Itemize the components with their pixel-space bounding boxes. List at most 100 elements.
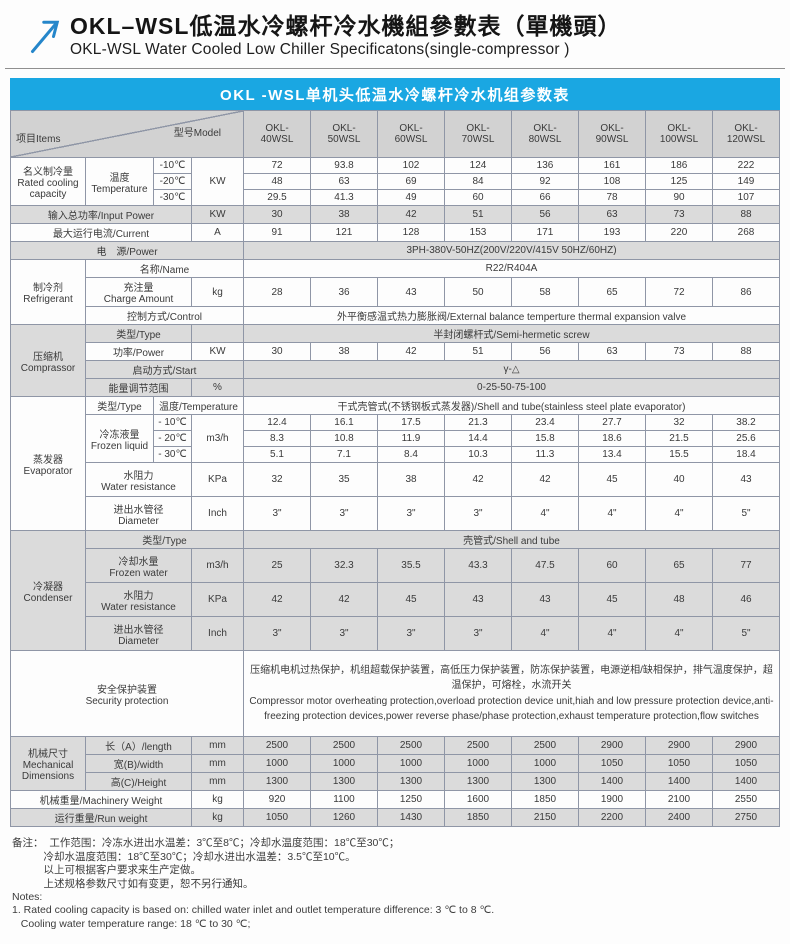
section-label-refrigerant: 制冷剂 Refrigerant bbox=[10, 259, 86, 326]
diagonal-line bbox=[11, 111, 243, 157]
row-charge-amount: 充注量 Charge Amount kg 28 36 43 50 58 65 72 86 bbox=[11, 277, 780, 308]
spec-value-cell: 49 bbox=[377, 189, 445, 207]
label-evaporator-type: 类型/Type bbox=[85, 396, 154, 416]
spec-value-cell: 11.9 bbox=[377, 430, 445, 448]
spec-table-wrapper: OKL -WSL单机头低温水冷螺杆冷水机组参数表 项目Items 型号Model… bbox=[10, 78, 780, 828]
spec-value-cell: 42 bbox=[243, 582, 311, 618]
spec-value-cell: 42 bbox=[377, 205, 445, 225]
label-temperature: 温度 Temperature bbox=[85, 157, 154, 207]
spec-value-cell: 47.5 bbox=[511, 548, 579, 584]
spec-value-cell: 3" bbox=[243, 496, 311, 532]
spec-value-cell: 13.4 bbox=[578, 446, 646, 464]
row-energy-range: 能量调节范围 % 0-25-50-75-100 bbox=[11, 378, 780, 398]
unit-a: A bbox=[191, 223, 244, 243]
label-cond-water-resistance: 水阻力 Water resistance bbox=[85, 582, 192, 618]
row-condenser-type: 冷凝器 Condenser 类型/Type 壳管式/Shell and tube bbox=[10, 530, 780, 652]
spec-value-cell: 220 bbox=[645, 223, 713, 243]
spec-value-cell: 193 bbox=[578, 223, 646, 243]
model-column-header: OKL- 100WSL bbox=[645, 110, 713, 159]
spec-value-cell: 8.3 bbox=[243, 430, 311, 448]
section-label-condenser: 冷凝器 Condenser bbox=[10, 530, 86, 652]
spec-value-cell: 5" bbox=[712, 616, 780, 652]
sublabel-neg30: -30℃ bbox=[153, 189, 192, 207]
row-frozen-liquid-neg30: - 30℃ 5.1 7.1 8.4 10.3 11.3 13.4 15.5 18.4 bbox=[11, 446, 780, 464]
spec-value-cell: 46 bbox=[712, 582, 780, 618]
spec-value-cell: 3" bbox=[377, 616, 445, 652]
spec-value-cell: 78 bbox=[578, 189, 646, 207]
spec-value-cell: 38 bbox=[377, 462, 445, 498]
value-refrigerant-name: R22/R404A bbox=[243, 259, 780, 279]
spec-value-cell: 14.4 bbox=[444, 430, 512, 448]
model-column-header: OKL- 40WSL bbox=[243, 110, 311, 159]
row-height: 高(C)/Height mm 1300 1300 1300 1300 1300 1400 1… bbox=[11, 772, 780, 792]
spec-value-cell: 42 bbox=[511, 462, 579, 498]
spec-value-cell: 4" bbox=[511, 616, 579, 652]
spec-value-cell: 3" bbox=[444, 616, 512, 652]
spec-value-cell: 1050 bbox=[243, 808, 311, 828]
spec-value-cell: 30 bbox=[243, 342, 311, 362]
unit-kpa: KPa bbox=[191, 582, 244, 618]
spec-value-cell: 30 bbox=[243, 205, 311, 225]
spec-value-cell: 72 bbox=[645, 277, 713, 308]
value-compressor-type: 半封闭螺杆式/Semi-hermetic screw bbox=[243, 324, 780, 344]
spec-value-cell: 1050 bbox=[712, 754, 780, 774]
spec-value-cell: 15.5 bbox=[645, 446, 713, 464]
spec-value-cell: 2900 bbox=[578, 736, 646, 756]
spec-value-cell: 222 bbox=[712, 157, 780, 175]
row-evaporator-type: 蒸发器 Evaporator 类型/Type 温度/Temperature 干式… bbox=[10, 396, 780, 532]
row-current: 最大运行电流/Current A 91 121 128 153 171 193 220 268 bbox=[10, 223, 780, 243]
spec-value-cell: 18.6 bbox=[578, 430, 646, 448]
spec-value-cell: 88 bbox=[712, 342, 780, 362]
spec-value-cell: 1900 bbox=[578, 790, 646, 810]
spec-value-cell: 1000 bbox=[444, 754, 512, 774]
spec-value-cell: 77 bbox=[712, 548, 780, 584]
label-condenser-type: 类型/Type bbox=[85, 530, 244, 550]
spec-value-cell: 124 bbox=[444, 157, 512, 175]
label-width: 宽(B)/width bbox=[85, 754, 192, 774]
spec-value-cell: 149 bbox=[712, 173, 780, 191]
value-energy-range: 0-25-50-75-100 bbox=[243, 378, 780, 398]
row-cond-diameter: 进出水管径 Diameter Inch 3" 3" 3" 3" 4" 4" 4" 5" bbox=[11, 616, 780, 652]
row-start-mode: 启动方式/Start γ-△ bbox=[11, 360, 780, 380]
spec-value-cell: 12.4 bbox=[243, 414, 311, 432]
spec-value-cell: 2900 bbox=[645, 736, 713, 756]
spec-value-cell: 4" bbox=[578, 496, 646, 532]
sublabel-neg20: - 20℃ bbox=[153, 430, 192, 448]
spec-value-cell: 41.3 bbox=[310, 189, 378, 207]
spec-value-cell: 32 bbox=[645, 414, 713, 432]
spec-value-cell: 5.1 bbox=[243, 446, 311, 464]
row-machinery-weight: 机械重量/Machinery Weight kg 920 1100 1250 1600… bbox=[10, 790, 780, 810]
row-cond-frozen-water: 冷却水量 Frozen water m3/h 25 32.3 35.5 43.3 47.… bbox=[11, 548, 780, 584]
spec-value-cell: 16.1 bbox=[310, 414, 378, 432]
row-run-weight: 运行重量/Run weight kg 1050 1260 1430 1850 2150 2… bbox=[10, 808, 780, 828]
spec-value-cell: 92 bbox=[511, 173, 579, 191]
spec-value-cell: 2500 bbox=[243, 736, 311, 756]
spec-value-cell: 1000 bbox=[511, 754, 579, 774]
spec-value-cell: 51 bbox=[444, 205, 512, 225]
spec-value-cell: 1300 bbox=[243, 772, 311, 792]
spec-value-cell: 2500 bbox=[377, 736, 445, 756]
spec-value-cell: 4" bbox=[645, 616, 713, 652]
spec-value-cell: 2750 bbox=[712, 808, 780, 828]
spec-value-cell: 153 bbox=[444, 223, 512, 243]
unit-kg: kg bbox=[191, 790, 244, 810]
spec-value-cell: 2400 bbox=[645, 808, 713, 828]
label-evap-diameter: 进出水管径 Diameter bbox=[85, 496, 192, 532]
spec-value-cell: 38 bbox=[310, 342, 378, 362]
model-column-header: OKL- 120WSL bbox=[712, 110, 780, 159]
row-cooling-neg10: 名义制冷量 Rated cooling capacity 温度 Temperat… bbox=[10, 157, 780, 207]
spec-value-cell: 3" bbox=[243, 616, 311, 652]
spec-value-cell: 2150 bbox=[511, 808, 579, 828]
spec-value-cell: 1000 bbox=[243, 754, 311, 774]
row-refrigerant-name: 制冷剂 Refrigerant 名称/Name R22/R404A bbox=[10, 259, 780, 326]
spec-value-cell: 48 bbox=[645, 582, 713, 618]
sublabel-neg10: -10℃ bbox=[153, 157, 192, 175]
spec-value-cell: 43 bbox=[712, 462, 780, 498]
spec-value-cell: 35 bbox=[310, 462, 378, 498]
spec-value-cell: 73 bbox=[645, 342, 713, 362]
spec-value-cell: 42 bbox=[310, 582, 378, 618]
spec-value-cell: 171 bbox=[511, 223, 579, 243]
spec-value-cell: 43 bbox=[377, 277, 445, 308]
spec-value-cell: 25 bbox=[243, 548, 311, 584]
spec-value-cell: 4" bbox=[511, 496, 579, 532]
